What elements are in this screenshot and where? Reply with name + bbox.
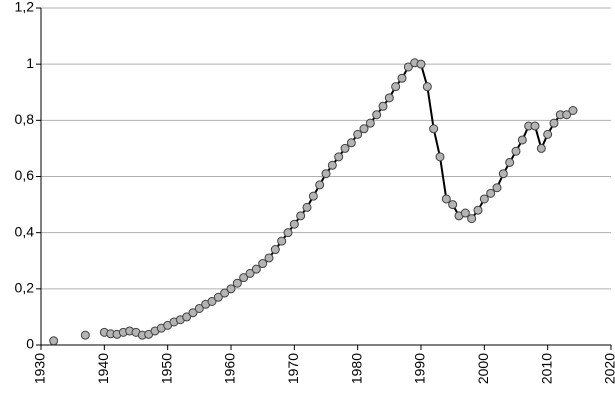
y-tick-label: 0,6	[15, 167, 35, 183]
marker	[422, 82, 432, 92]
marker	[302, 202, 312, 212]
marker	[530, 121, 540, 131]
marker	[315, 180, 325, 190]
y-tick-label: 0,4	[15, 223, 35, 239]
marker	[365, 118, 375, 128]
marker	[460, 208, 470, 218]
x-tick-label: 1990	[412, 353, 428, 384]
marker	[562, 110, 572, 120]
marker	[473, 205, 483, 215]
marker	[511, 146, 521, 156]
marker	[346, 138, 356, 148]
marker	[188, 308, 198, 318]
marker	[397, 73, 407, 83]
line	[104, 61, 574, 337]
marker	[308, 191, 318, 201]
marker	[80, 330, 90, 340]
y-tick-label: 0,8	[15, 111, 35, 127]
marker	[359, 124, 369, 134]
marker	[327, 160, 337, 170]
marker	[448, 200, 458, 210]
y-tick-label: 0,2	[15, 280, 35, 296]
marker	[251, 264, 261, 274]
marker	[270, 245, 280, 255]
x-tick-label: 1930	[32, 353, 48, 384]
marker	[277, 236, 287, 246]
x-tick-label: 1950	[158, 353, 174, 384]
marker	[226, 284, 236, 294]
marker	[549, 118, 559, 128]
marker	[194, 303, 204, 313]
marker	[391, 82, 401, 92]
marker	[479, 194, 489, 204]
marker	[416, 59, 426, 69]
marker	[321, 169, 331, 179]
marker	[505, 157, 515, 167]
marker	[49, 336, 59, 346]
x-tick-label: 2000	[475, 353, 491, 384]
marker	[289, 219, 299, 229]
marker	[536, 143, 546, 153]
marker	[232, 278, 242, 288]
marker	[353, 129, 363, 139]
x-tick-label: 1980	[348, 353, 364, 384]
x-tick-label: 2020	[602, 353, 615, 384]
marker	[334, 152, 344, 162]
x-tick-label: 1970	[285, 353, 301, 384]
marker	[239, 273, 249, 283]
marker	[220, 288, 230, 298]
marker	[486, 188, 496, 198]
marker	[264, 253, 274, 263]
marker	[283, 228, 293, 238]
marker	[429, 124, 439, 134]
marker	[441, 194, 451, 204]
x-tick-label: 2010	[538, 353, 554, 384]
marker	[258, 259, 268, 269]
marker	[378, 101, 388, 111]
marker	[296, 211, 306, 221]
y-tick-label: 1,2	[15, 0, 35, 15]
marker	[182, 312, 192, 322]
marker	[498, 169, 508, 179]
marker	[340, 143, 350, 153]
x-tick-label: 1960	[222, 353, 238, 384]
marker	[492, 183, 502, 193]
marker	[207, 296, 217, 306]
marker	[543, 129, 553, 139]
y-tick-label: 0	[26, 336, 34, 352]
marker	[403, 62, 413, 72]
x-tick-label: 1940	[95, 353, 111, 384]
marker	[384, 93, 394, 103]
marker	[435, 152, 445, 162]
marker	[467, 214, 477, 224]
marker	[568, 106, 578, 116]
marker	[213, 292, 223, 302]
y-tick-label: 1	[26, 55, 34, 71]
marker	[372, 110, 382, 120]
marker	[245, 268, 255, 278]
marker	[517, 135, 527, 145]
